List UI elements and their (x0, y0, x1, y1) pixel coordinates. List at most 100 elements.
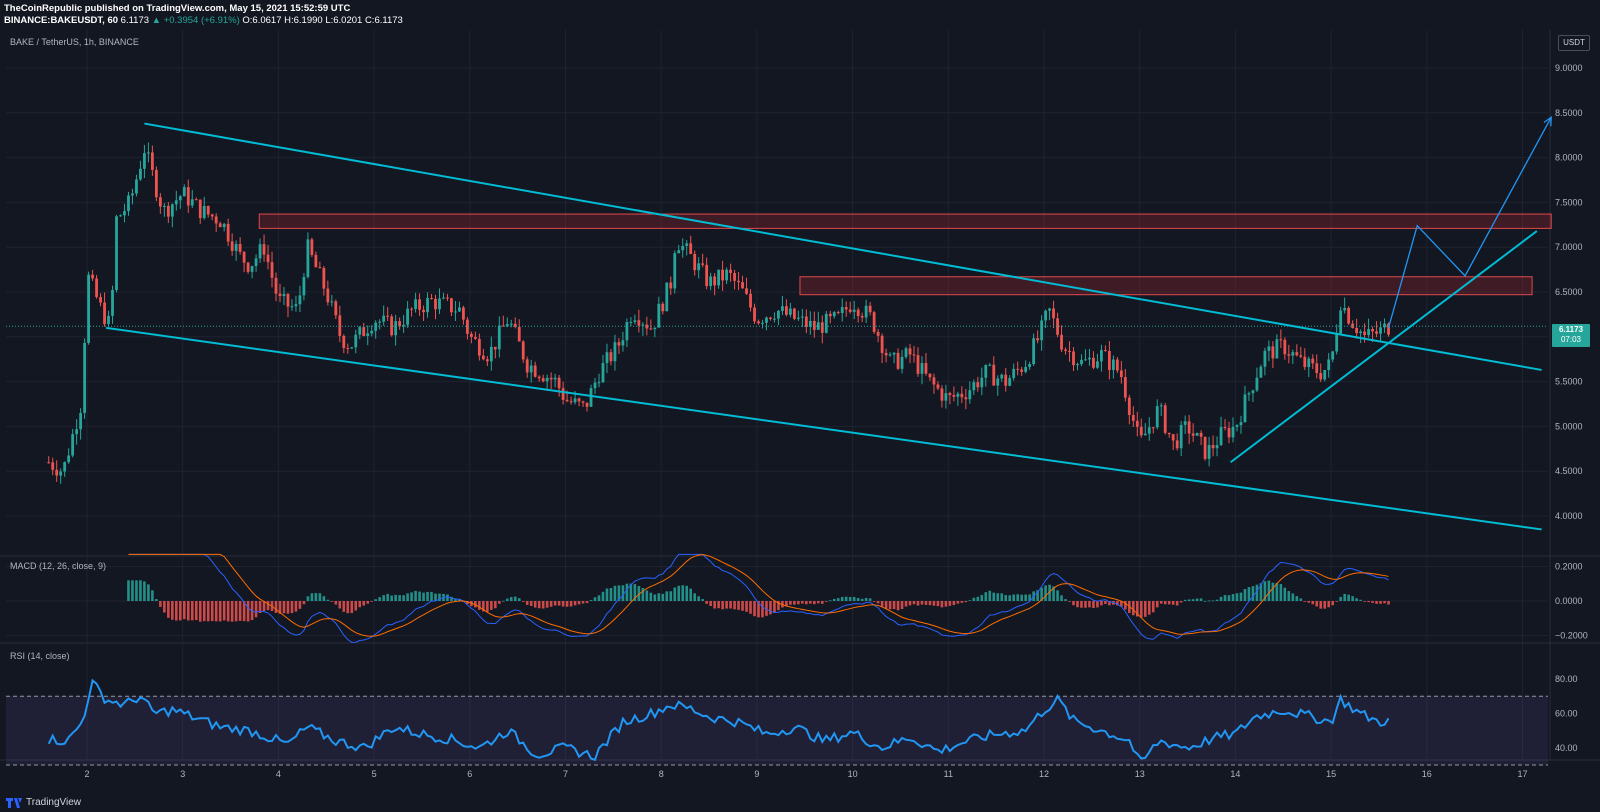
rsi-y-tick-label: 40.00 (1555, 743, 1578, 753)
macd-histogram-bar (326, 599, 330, 601)
candle-body (820, 322, 824, 333)
candle-body (326, 288, 330, 303)
rsi-pane-bg (6, 643, 1548, 760)
macd-histogram-bar (298, 601, 302, 609)
candle-body (577, 398, 581, 402)
macd-histogram-bar (1359, 599, 1362, 601)
candle-body (481, 355, 485, 360)
macd-histogram-bar (127, 580, 130, 601)
macd-histogram-bar (1151, 601, 1155, 613)
macd-histogram-bar (988, 590, 992, 601)
macd-y-tick-label: −0.2000 (1555, 631, 1588, 641)
candle-body (346, 347, 350, 349)
macd-histogram-bar (960, 601, 964, 603)
macd-histogram-bar (143, 581, 146, 601)
macd-histogram-bar (1100, 601, 1103, 606)
candle-body (1119, 370, 1123, 378)
candle-body (677, 250, 681, 254)
macd-histogram-bar (745, 601, 748, 612)
currency-button[interactable]: USDT (1558, 35, 1590, 51)
macd-histogram-bar (761, 601, 764, 618)
candle-body (210, 214, 214, 217)
candle-body (302, 276, 306, 296)
macd-histogram-bar (450, 596, 453, 601)
candle-body (545, 377, 549, 382)
candle-body (553, 377, 557, 380)
macd-histogram-bar (1136, 601, 1139, 617)
candle-body (170, 204, 174, 217)
candle-body (605, 352, 609, 364)
candle-body (1135, 420, 1139, 427)
macd-histogram-bar (414, 590, 417, 601)
candle-body (422, 309, 425, 313)
candle-body (1319, 373, 1323, 380)
macd-histogram-bar (733, 601, 736, 610)
macd-histogram-bar (1199, 598, 1203, 601)
candle-body (565, 399, 569, 402)
candle-body (753, 307, 756, 322)
macd-histogram-bar (565, 601, 569, 607)
candle-body (1151, 427, 1155, 429)
macd-histogram-bar (198, 601, 202, 622)
candle-body (258, 244, 262, 259)
macd-histogram-bar (537, 601, 541, 609)
candle-body (402, 324, 406, 327)
candle-body (657, 303, 661, 328)
candle-body (111, 289, 114, 316)
resistance-zone (258, 213, 1552, 229)
rsi-band (6, 696, 1548, 765)
candle-body (242, 251, 246, 263)
macd-histogram-bar (876, 601, 880, 604)
macd-histogram-bar (741, 601, 744, 611)
macd-histogram-bar (1223, 595, 1227, 601)
candle-body (318, 267, 322, 269)
candle-body (1064, 349, 1067, 351)
candle-body (1139, 426, 1143, 436)
macd-histogram-bar (561, 601, 565, 607)
candle-body (410, 308, 413, 310)
candle-body (234, 243, 238, 251)
macd-histogram-bar (234, 601, 238, 622)
candle-body (87, 274, 90, 343)
macd-histogram-bar (1215, 599, 1219, 601)
candle-body (689, 243, 693, 255)
macd-histogram-bar (1295, 596, 1299, 601)
macd-histogram-bar (1155, 601, 1159, 608)
macd-histogram-bar (358, 601, 362, 608)
candle-body (366, 333, 370, 336)
candle-body (1115, 359, 1119, 371)
candle-body (1207, 444, 1211, 459)
macd-histogram-bar (793, 601, 796, 605)
macd-histogram-bar (230, 601, 234, 622)
rsi-line (47, 678, 1390, 762)
candle-body (1143, 433, 1147, 436)
candle-body (669, 282, 673, 289)
macd-histogram-bar (366, 601, 370, 604)
macd-histogram-bar (1179, 601, 1183, 603)
candle-body (83, 342, 87, 413)
footer-brand: TradingView (26, 797, 82, 808)
candle-body (438, 298, 441, 310)
macd-histogram-bar (1171, 601, 1175, 605)
macd-histogram-bar (932, 601, 936, 606)
candle-body (828, 313, 832, 317)
candle-body (222, 223, 226, 228)
macd-histogram-bar (286, 601, 290, 614)
candle-body (115, 216, 118, 290)
candle-body (334, 301, 338, 316)
macd-histogram-bar (310, 593, 314, 601)
macd-histogram-bar (190, 601, 194, 621)
candle-body (685, 243, 689, 246)
macd-histogram-bar (1379, 601, 1382, 604)
candle-body (645, 324, 649, 329)
x-tick-label: 14 (1230, 769, 1240, 779)
candle-body (1347, 307, 1351, 324)
macd-histogram-bar (1036, 590, 1039, 601)
candle-body (1004, 374, 1008, 386)
macd-histogram-bar (218, 601, 222, 622)
candle-body (1056, 318, 1059, 335)
macd-histogram-bar (398, 595, 401, 601)
projection-arrowhead (1543, 115, 1552, 127)
macd-histogram-bar (1251, 586, 1255, 601)
